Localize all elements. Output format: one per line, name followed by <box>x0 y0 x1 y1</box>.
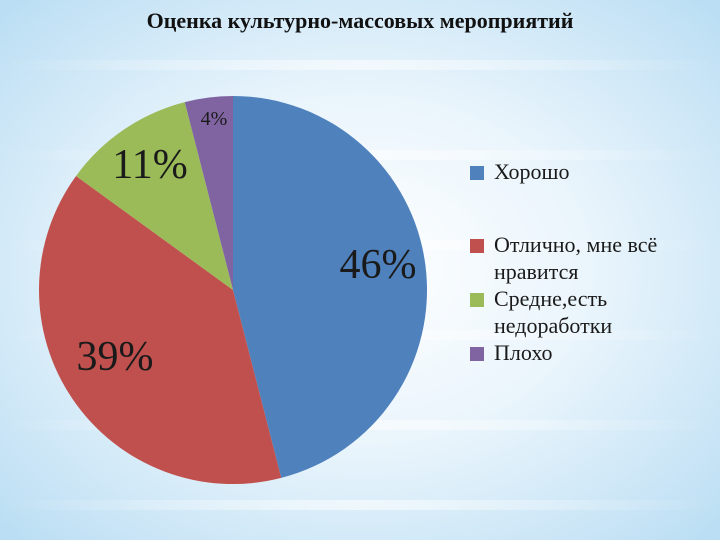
legend-item-plokho: Плохо <box>470 339 715 366</box>
pie-slice-2 <box>76 102 233 290</box>
data-label-2: 11% <box>112 142 187 188</box>
pie-slice-3 <box>184 96 233 290</box>
legend-label: Плохо <box>494 340 553 365</box>
legend-swatch <box>470 347 484 361</box>
legend-label: Средне,есть недоработки <box>494 286 613 338</box>
chart-title: Оценка культурно-массовых мероприятий <box>146 8 574 33</box>
chart-legend: Хорошо Отлично, мне всё нравится Средне,… <box>470 158 715 366</box>
data-label-0: 46% <box>340 242 417 288</box>
pie-slice-1 <box>38 175 282 484</box>
data-label-3: 4% <box>201 108 228 130</box>
legend-swatch <box>470 293 484 307</box>
legend-swatch <box>470 239 484 253</box>
legend-label: Хорошо <box>494 159 570 184</box>
legend-item-otlichno: Отлично, мне всё нравится <box>470 231 715 285</box>
pie-slice-0 <box>233 96 427 478</box>
legend-item-khorosho: Хорошо <box>470 158 715 185</box>
data-label-1: 39% <box>77 334 154 380</box>
legend-swatch <box>470 166 484 180</box>
legend-item-sredne: Средне,есть недоработки <box>470 285 715 339</box>
legend-label: Отлично, мне всё нравится <box>494 232 658 284</box>
